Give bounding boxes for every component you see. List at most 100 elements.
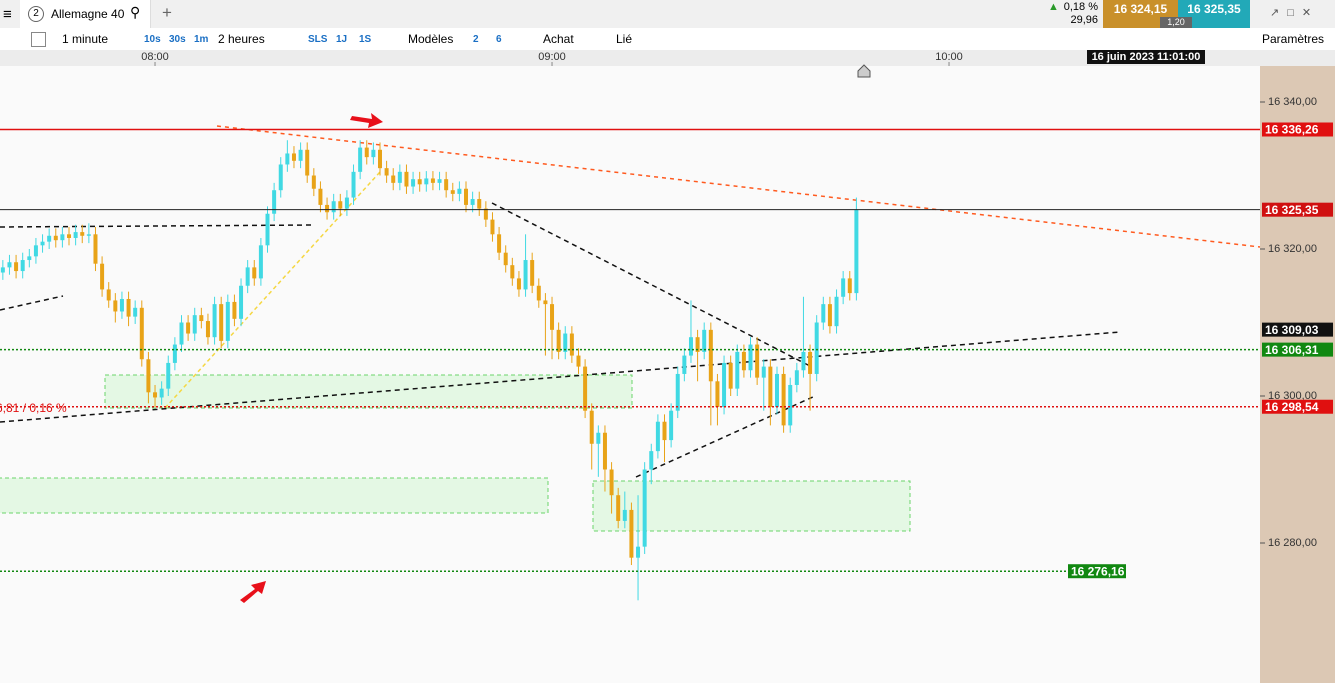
level-tag <box>1262 202 1333 217</box>
candle-body <box>728 362 733 389</box>
layout-icon[interactable] <box>31 32 46 47</box>
y-tick-label: 16 320,00 <box>1268 243 1317 255</box>
trendline <box>0 224 316 228</box>
candle-body <box>444 179 449 191</box>
scroll-marker[interactable] <box>857 64 871 78</box>
candle-body <box>470 199 475 205</box>
candle-body <box>609 469 614 496</box>
candle-body <box>371 149 376 158</box>
candle-body <box>523 260 528 290</box>
level-label: 16 276,16 <box>1071 564 1125 578</box>
candle-body <box>748 344 753 371</box>
settings[interactable]: Paramètres <box>1262 32 1325 46</box>
candle-body <box>199 315 204 322</box>
candle-body <box>794 370 799 385</box>
candle-body <box>272 190 277 214</box>
candle-body <box>662 421 667 441</box>
candle-body <box>688 337 693 356</box>
candle-body <box>232 301 237 319</box>
x-tick-label: 09:00 <box>538 51 566 63</box>
candle-body <box>80 232 85 236</box>
candle-body <box>417 179 422 185</box>
spread: 1,20 <box>1160 17 1192 28</box>
tab-bar: ≡ 2 Allemagne 40 ⚲ + ▲ 0,18 % 29,96 16 3… <box>0 0 1335 29</box>
candle-body <box>655 421 660 452</box>
candle-body <box>781 373 786 426</box>
candle-body <box>636 546 641 558</box>
candle-body <box>291 153 296 161</box>
candle-body <box>338 201 343 209</box>
candle-body <box>344 197 349 209</box>
sls[interactable]: SLS <box>308 34 328 45</box>
level-label: 16 336,26 <box>1265 123 1319 137</box>
range-1j[interactable]: 1J <box>336 34 348 45</box>
candle-body <box>622 509 627 521</box>
candle-body <box>741 351 746 371</box>
menu-icon[interactable]: ≡ <box>3 6 12 23</box>
candle-body <box>589 410 594 444</box>
candle-body <box>411 179 416 187</box>
candle-body <box>212 304 217 338</box>
candle-body <box>814 322 819 374</box>
arrow <box>350 113 383 128</box>
candle-body <box>483 208 488 220</box>
count-2[interactable]: 2 <box>473 34 479 45</box>
window-controls[interactable]: ↗□✕ <box>1270 7 1320 19</box>
add-tab[interactable]: + <box>162 3 172 22</box>
tab-title[interactable]: Allemagne 40 <box>51 7 125 21</box>
linked[interactable]: Lié <box>616 32 633 46</box>
candle-body <box>258 245 263 279</box>
candle-body <box>596 432 601 444</box>
price-axis-bg <box>1260 66 1335 683</box>
candle-body <box>119 298 124 312</box>
candle-body <box>616 495 621 521</box>
candle-body <box>133 307 138 317</box>
candle-body <box>821 304 826 323</box>
level-label: 16 309,03 <box>1265 323 1319 337</box>
candle-body <box>205 321 210 338</box>
candle-body <box>219 304 224 341</box>
candle-body <box>536 285 541 301</box>
candle-body <box>761 366 766 378</box>
candle-body <box>33 245 38 257</box>
candle-body <box>563 333 568 352</box>
candle-body <box>126 298 131 317</box>
candle-body <box>391 175 396 183</box>
candle-body <box>755 344 760 378</box>
models[interactable]: Modèles <box>408 32 454 46</box>
candle-body <box>172 344 177 363</box>
candle-body <box>530 260 535 286</box>
candle-body <box>278 164 283 191</box>
count-6[interactable]: 6 <box>496 34 502 45</box>
candle-body <box>285 153 290 165</box>
buy[interactable]: Achat <box>543 32 574 46</box>
candle-body <box>722 362 727 408</box>
candle-body <box>159 388 164 398</box>
candle-body <box>93 234 98 264</box>
level-tag <box>1262 322 1333 337</box>
annotation: 6,81 / 0,16 % <box>0 401 67 415</box>
candle-body <box>311 175 316 189</box>
interval-1m[interactable]: 1m <box>194 34 209 45</box>
trendline <box>216 125 1261 248</box>
candle-body <box>252 267 257 279</box>
search-icon[interactable]: ⚲ <box>130 4 141 20</box>
interval[interactable]: 1 minute <box>62 32 109 46</box>
candle-body <box>854 209 859 294</box>
candle-body <box>67 234 72 238</box>
range-1s[interactable]: 1S <box>359 34 372 45</box>
candle-body <box>166 362 171 389</box>
interval-10s[interactable]: 10s <box>144 34 161 45</box>
candle-body <box>583 366 588 411</box>
candle-body <box>245 267 250 286</box>
candle-body <box>146 359 151 393</box>
candle-body <box>100 263 105 290</box>
candle-body <box>325 204 330 213</box>
candle-body <box>298 149 303 161</box>
range[interactable]: 2 heures <box>218 32 265 46</box>
candle-body <box>735 351 740 389</box>
interval-30s[interactable]: 30s <box>169 34 186 45</box>
candle-body <box>629 509 634 558</box>
candle-body <box>397 171 402 183</box>
